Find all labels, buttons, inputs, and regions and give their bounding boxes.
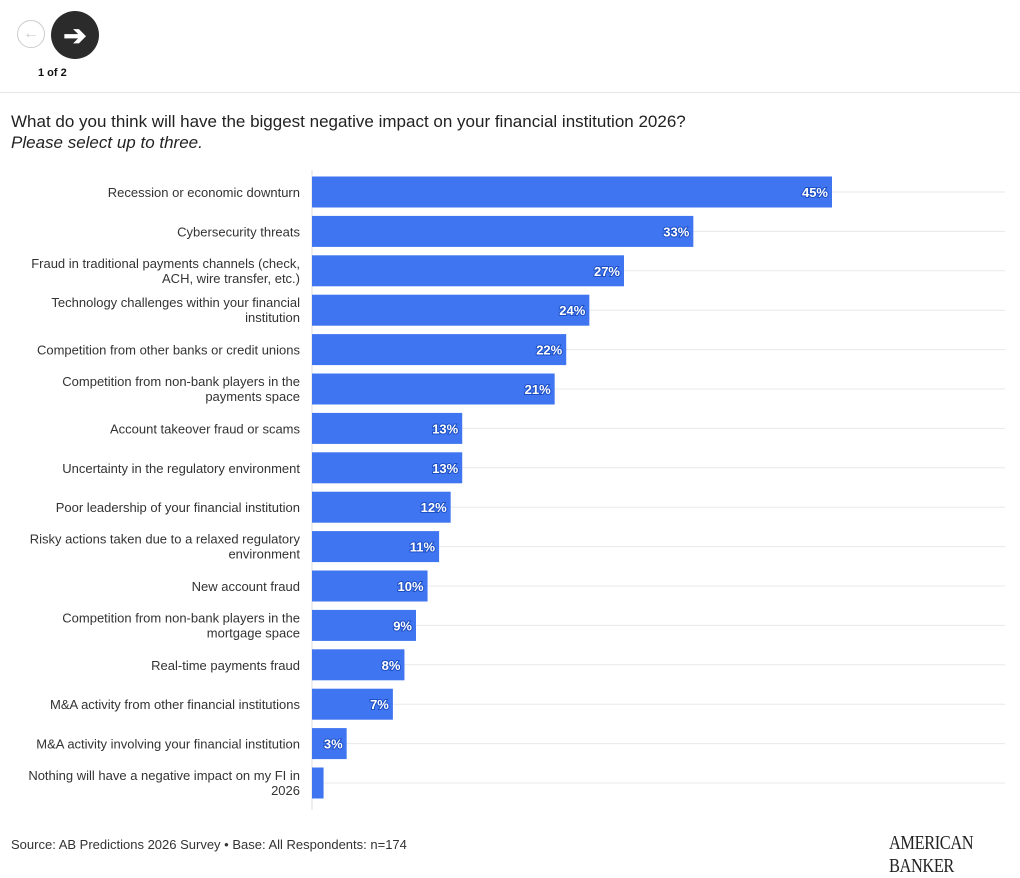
- data-label: 13%: [432, 421, 458, 436]
- bar: [312, 649, 405, 681]
- category-label: M&A activity from other financial instit…: [50, 697, 300, 712]
- chart-subtitle: Please select up to three.: [11, 133, 203, 152]
- bar: [312, 570, 428, 602]
- category-label: Real-time payments fraud: [151, 658, 300, 673]
- category-label: Poor leadership of your financial instit…: [56, 500, 300, 515]
- category-label: Competition from non-bank players in the…: [62, 374, 300, 404]
- data-label: 24%: [559, 303, 585, 318]
- bar: [312, 531, 440, 563]
- bar-chart: Recession or economic downturn 45% Cyberse…: [28, 170, 1005, 810]
- category-label: Nothing will have a negative impact on m…: [28, 768, 300, 798]
- source-note: Source: AB Predictions 2026 Survey • Bas…: [11, 837, 407, 852]
- category-label: Account takeover fraud or scams: [110, 421, 301, 436]
- data-label: 10%: [398, 579, 424, 594]
- category-label: Competition from other banks or credit u…: [37, 343, 301, 358]
- data-label: 12%: [421, 500, 447, 515]
- chart-title: What do you think will have the biggest …: [11, 111, 686, 153]
- bar: [312, 215, 694, 247]
- category-label: Risky actions taken due to a relaxed reg…: [30, 532, 301, 562]
- next-button[interactable]: ➔: [51, 11, 99, 59]
- bar: [312, 452, 463, 484]
- category-label: Fraud in traditional payments channels (…: [31, 256, 300, 286]
- title-text: What do you think will have the biggest …: [11, 112, 686, 131]
- data-label: 33%: [663, 224, 689, 239]
- bar: [312, 176, 832, 208]
- bar: [312, 767, 324, 799]
- bar: [312, 294, 590, 326]
- category-label: Uncertainty in the regulatory environmen…: [62, 461, 300, 476]
- data-label: 3%: [324, 737, 343, 752]
- page-indicator: 1 of 2: [38, 67, 67, 79]
- divider: [0, 92, 1020, 93]
- bar: [312, 491, 451, 523]
- american-banker-logo: AMERICAN BANKER: [889, 832, 974, 877]
- bar: [312, 728, 347, 760]
- bar: [312, 334, 567, 366]
- data-label: 7%: [370, 697, 389, 712]
- category-label: New account fraud: [192, 579, 300, 594]
- bar: [312, 412, 463, 444]
- bar: [312, 255, 624, 287]
- arrow-left-icon: ←: [23, 25, 39, 42]
- data-label: 11%: [410, 540, 436, 555]
- data-label: 13%: [432, 461, 458, 476]
- category-label: M&A activity involving your financial in…: [36, 737, 300, 752]
- data-label: 27%: [594, 264, 620, 279]
- prev-button[interactable]: ←: [17, 20, 45, 48]
- data-label: 9%: [393, 618, 412, 633]
- category-label: Technology challenges within your financ…: [51, 295, 300, 325]
- bar: [312, 688, 393, 720]
- data-label: 21%: [525, 382, 551, 397]
- category-label: Recession or economic downturn: [108, 185, 300, 200]
- bar: [312, 373, 555, 405]
- bar: [312, 609, 416, 641]
- category-label: Cybersecurity threats: [177, 224, 300, 239]
- data-label: 8%: [382, 658, 401, 673]
- data-label: 22%: [536, 343, 562, 358]
- category-label: Competition from non-bank players in the…: [62, 610, 300, 640]
- data-label: 45%: [802, 185, 828, 200]
- arrow-right-icon: ➔: [63, 19, 87, 51]
